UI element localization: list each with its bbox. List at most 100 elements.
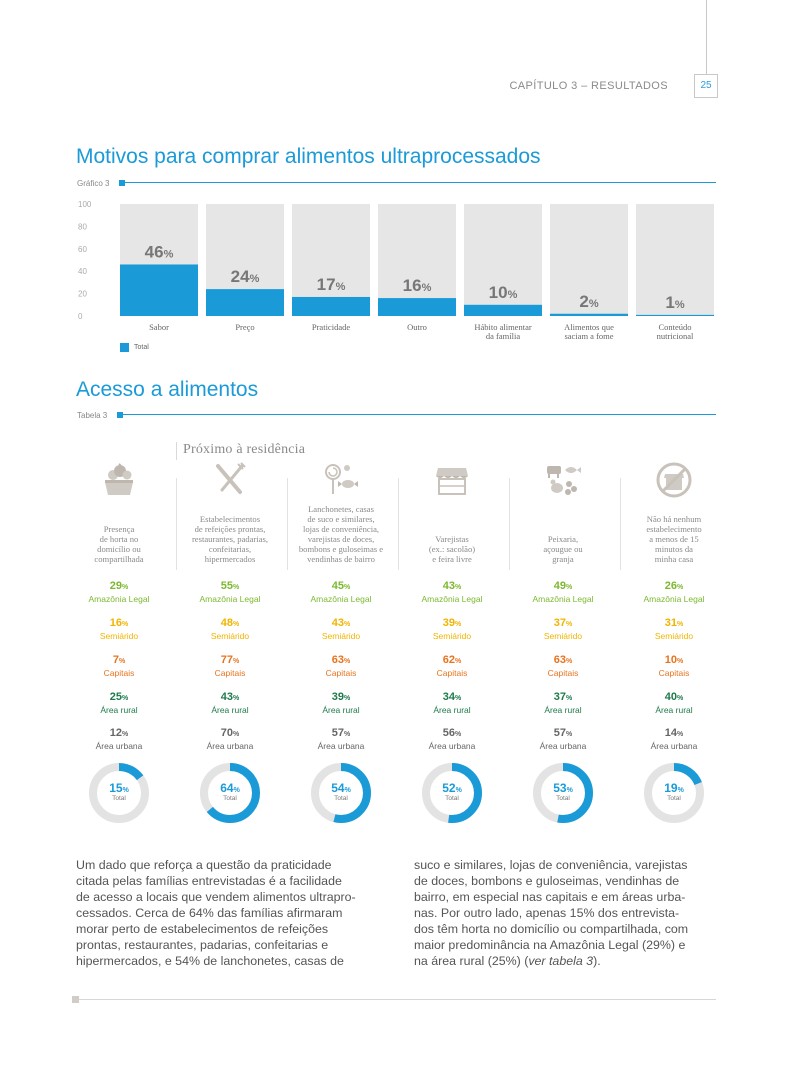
description-line: Presença bbox=[103, 524, 135, 534]
stat-label: Semiárido bbox=[432, 631, 472, 641]
category-label: Conteúdo nutricional bbox=[657, 322, 694, 341]
description-line: lojas de conveniência, bbox=[302, 524, 380, 534]
stat-label: Amazônia Legal bbox=[199, 594, 261, 604]
stat-label: Amazônia Legal bbox=[421, 594, 483, 604]
bar-value-label: 1% bbox=[665, 293, 684, 312]
bar bbox=[378, 298, 456, 316]
y-tick-label: 60 bbox=[78, 245, 87, 254]
stat-value: 12% bbox=[109, 727, 129, 739]
stat-value: 37% bbox=[553, 691, 573, 703]
stat-label: Capitais bbox=[436, 668, 468, 678]
stat-label: Capitais bbox=[658, 668, 690, 678]
stat-value: 62% bbox=[442, 654, 462, 666]
total-donut: 54% Total bbox=[310, 762, 372, 824]
bar-value-label: 17% bbox=[317, 275, 346, 294]
stat-label: Área rural bbox=[322, 705, 360, 715]
description-line: bombons e guloseimas e bbox=[298, 544, 384, 554]
bar bbox=[464, 304, 542, 316]
stat-value: 29% bbox=[109, 580, 129, 592]
body-text-left: Um dado que reforça a questão da pratici… bbox=[76, 857, 376, 969]
chart-figure-label: Gráfico 3 bbox=[77, 179, 110, 188]
bar-value-label: 10% bbox=[489, 283, 518, 302]
description-line: de suco e similares, bbox=[307, 514, 375, 524]
stat-capitais: 77% Capitais bbox=[175, 654, 285, 678]
donut-arc bbox=[200, 763, 260, 823]
donut-label: Total bbox=[667, 795, 681, 802]
stat-amazonia: 43% Amazônia Legal bbox=[397, 580, 507, 604]
stat-semiarido: 43% Semiárido bbox=[286, 617, 396, 641]
table-figure-marker bbox=[117, 412, 123, 418]
description-line: (ex.: sacolão) bbox=[428, 544, 476, 554]
donut-arc bbox=[644, 763, 704, 823]
description-line: hipermercados bbox=[204, 554, 256, 564]
stat-label: Semiárido bbox=[210, 631, 250, 641]
legend-label-total: Total bbox=[134, 344, 149, 351]
stat-label: Área urbana bbox=[95, 741, 143, 751]
group-label: Próximo à residência bbox=[183, 442, 306, 457]
stat-rural: 43% Área rural bbox=[175, 691, 285, 715]
stat-urbana: 12% Área urbana bbox=[64, 727, 174, 751]
stat-capitais: 7% Capitais bbox=[64, 654, 174, 678]
stat-amazonia: 55% Amazônia Legal bbox=[175, 580, 285, 604]
stat-capitais: 62% Capitais bbox=[397, 654, 507, 678]
donut-label: Total bbox=[445, 795, 459, 802]
bar-background bbox=[378, 204, 456, 316]
body-line: suco e similares, lojas de conveniência,… bbox=[414, 858, 688, 872]
stat-label: Área urbana bbox=[650, 741, 698, 751]
stat-value: 14% bbox=[664, 727, 684, 739]
stat-value: 57% bbox=[553, 727, 573, 739]
stat-urbana: 57% Área urbana bbox=[508, 727, 618, 751]
stat-rural: 40% Área rural bbox=[619, 691, 729, 715]
candy-icon bbox=[325, 464, 358, 494]
body-line: hipermercados, e 54% de lanchonetes, cas… bbox=[76, 954, 344, 968]
bar bbox=[550, 313, 628, 316]
stat-label: Área rural bbox=[211, 705, 249, 715]
total-donut: 64% Total bbox=[199, 762, 261, 824]
bar bbox=[636, 314, 714, 316]
stat-value: 43% bbox=[442, 580, 462, 592]
donut-label: Total bbox=[556, 795, 570, 802]
column-divider bbox=[287, 478, 288, 570]
body-line: maior predominância na Amazônia Legal (2… bbox=[414, 938, 686, 952]
stat-rural: 34% Área rural bbox=[397, 691, 507, 715]
stat-label: Semiárido bbox=[321, 631, 361, 641]
description-line: restaurantes, padarias, bbox=[191, 534, 269, 544]
body-line: nas. Por outro lado, apenas 15% dos entr… bbox=[414, 906, 680, 920]
total-donut: 53% Total bbox=[532, 762, 594, 824]
body-line: de doces, bombons e guloseimas, vendinha… bbox=[414, 874, 680, 888]
body-line: de acesso a locais que vendem alimentos … bbox=[76, 890, 356, 904]
donut-label: Total bbox=[334, 795, 348, 802]
bar-background bbox=[550, 204, 628, 316]
donut-value: 15% bbox=[109, 781, 129, 795]
stat-label: Amazônia Legal bbox=[88, 594, 150, 604]
stat-label: Capitais bbox=[547, 668, 579, 678]
farm-animals-icon bbox=[547, 466, 581, 495]
stat-urbana: 56% Área urbana bbox=[397, 727, 507, 751]
bar bbox=[292, 296, 370, 316]
y-tick-label: 0 bbox=[78, 312, 83, 321]
bar-value-label: 2% bbox=[579, 292, 598, 311]
y-tick-label: 100 bbox=[78, 200, 92, 209]
total-donut: 19% Total bbox=[643, 762, 705, 824]
stat-capitais: 10% Capitais bbox=[619, 654, 729, 678]
donut-label: Total bbox=[112, 795, 126, 802]
description-line: minha casa bbox=[654, 554, 694, 564]
description-line: açougue ou bbox=[543, 544, 583, 554]
y-tick-label: 40 bbox=[78, 267, 87, 276]
table-figure-rule bbox=[122, 414, 716, 415]
stat-rural: 37% Área rural bbox=[508, 691, 618, 715]
column-description: Lanchonetes, casas de suco e similares, lo… bbox=[286, 504, 396, 564]
column-description: Varejistas (ex.: sacolão) e feira livre bbox=[397, 534, 507, 564]
chart-figure-rule bbox=[124, 182, 716, 183]
description-line: Lanchonetes, casas bbox=[308, 504, 374, 514]
stat-amazonia: 26% Amazônia Legal bbox=[619, 580, 729, 604]
description-line: Estabelecimentos bbox=[199, 514, 261, 524]
footer-marker bbox=[72, 996, 79, 1003]
stat-label: Semiárido bbox=[99, 631, 139, 641]
stat-capitais: 63% Capitais bbox=[286, 654, 396, 678]
footer-rule bbox=[74, 999, 716, 1000]
chapter-title: CAPÍTULO 3 – RESULTADOS bbox=[509, 80, 668, 92]
stat-value: 37% bbox=[553, 617, 573, 629]
stat-value: 7% bbox=[112, 654, 126, 666]
stat-label: Capitais bbox=[214, 668, 246, 678]
